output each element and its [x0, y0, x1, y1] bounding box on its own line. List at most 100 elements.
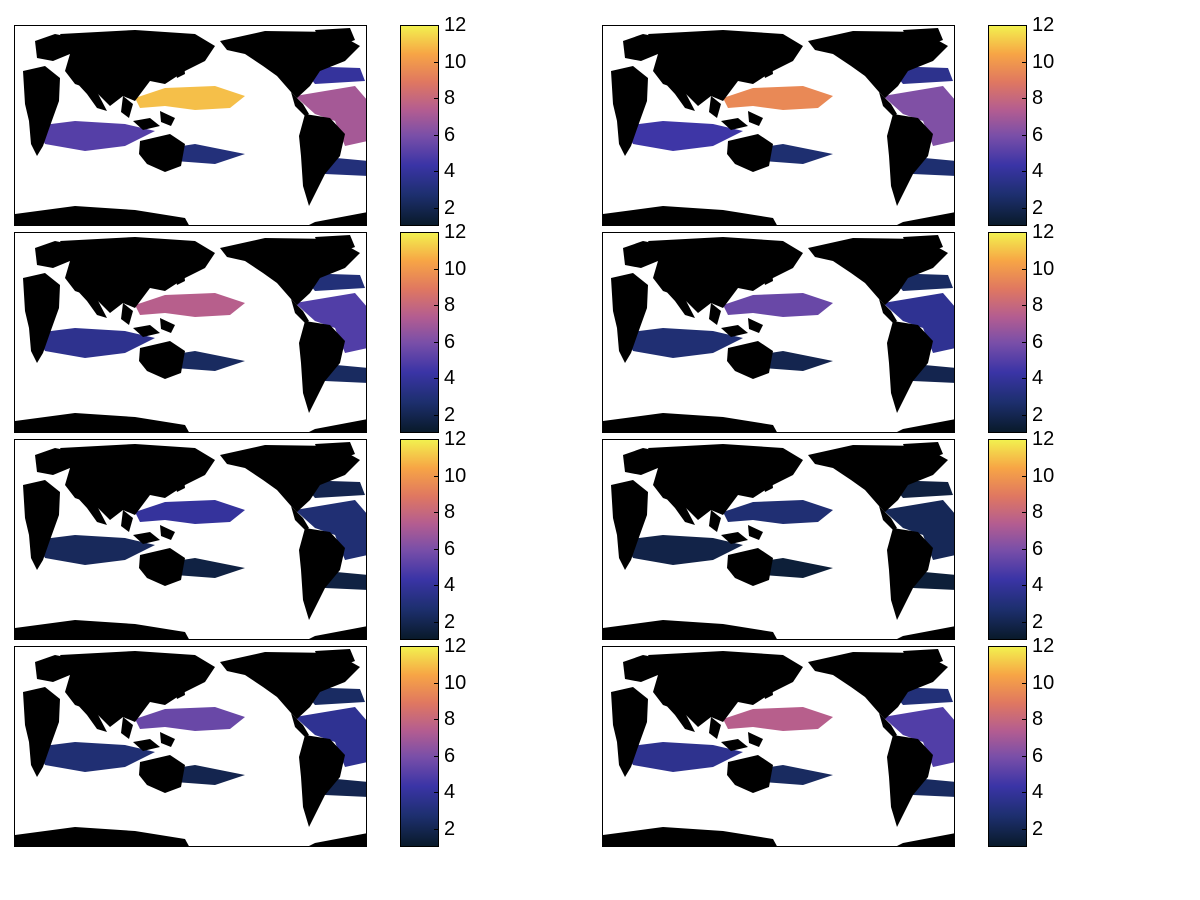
map-panel-r1c2 [602, 25, 955, 226]
colorbar-tick-label: 8 [1032, 501, 1044, 524]
map-panel-r4c1 [14, 646, 367, 847]
land-mass [173, 56, 185, 78]
colorbar-tick [1022, 98, 1027, 100]
value-field-0 [135, 86, 245, 110]
value-field-0 [723, 707, 833, 731]
colorbar-tick-label: 6 [1032, 123, 1044, 146]
land-mass [648, 237, 803, 313]
colorbar-tick [434, 792, 439, 794]
colorbar-tick-label: 12 [444, 221, 467, 243]
land-mass [887, 114, 933, 206]
land-mass [721, 118, 748, 130]
land-mass [309, 212, 366, 225]
colorbar-tick [1022, 414, 1027, 416]
land-mass [139, 134, 185, 172]
colorbar-tick-label: 4 [1032, 160, 1044, 183]
land-mass [315, 649, 355, 669]
colorbar-tick-label: 12 [1032, 221, 1055, 243]
land-mass [15, 413, 189, 432]
colorbar-tick-label: 10 [1032, 257, 1055, 280]
value-field-1 [883, 707, 954, 767]
colorbar-tick [1022, 439, 1027, 440]
land-mass [648, 30, 803, 106]
land-mass [133, 739, 160, 751]
colorbar-tick-label: 6 [444, 330, 456, 353]
colorbar-tick [1022, 792, 1027, 794]
land-mass [611, 480, 648, 570]
land-mass [133, 325, 160, 337]
land-mass [603, 827, 777, 846]
land-mass [291, 713, 309, 737]
colorbar-tick [434, 682, 439, 684]
colorbar-tick [434, 621, 439, 623]
land-mass [75, 288, 107, 318]
colorbar-tick-label: 12 [444, 14, 467, 36]
land-mass [220, 238, 360, 305]
land-mass [299, 114, 345, 206]
land-mass [903, 649, 943, 669]
land-mass [75, 81, 107, 111]
land-mass [139, 341, 185, 379]
colorbar-tick [1022, 828, 1027, 830]
colorbar-tick [434, 134, 439, 136]
land-mass [299, 735, 345, 827]
land-mass [611, 66, 648, 156]
map-svg [15, 28, 366, 225]
land-mass [139, 755, 185, 793]
land-mass [139, 548, 185, 586]
land-mass [663, 702, 695, 732]
colorbar-tick-label: 8 [1032, 708, 1044, 731]
value-field-1 [883, 293, 954, 353]
colorbar-tick [1022, 682, 1027, 684]
land-mass [173, 677, 185, 699]
land-mass [15, 206, 189, 225]
value-field-1 [883, 86, 954, 146]
map-svg [603, 649, 954, 846]
land-mass [23, 273, 60, 363]
colorbar-tick-label: 4 [444, 781, 456, 804]
value-field-2 [623, 535, 743, 565]
colorbar-tick-label: 12 [444, 635, 467, 657]
value-field-1 [295, 86, 366, 146]
land-mass [133, 118, 160, 130]
land-mass [299, 528, 345, 620]
land-mass [121, 303, 133, 325]
land-mass [648, 651, 803, 727]
colorbar-tick [1022, 341, 1027, 343]
value-field-0 [135, 707, 245, 731]
land-mass [299, 321, 345, 413]
value-field-2 [623, 328, 743, 358]
value-field-1 [295, 500, 366, 560]
colorbar-tick [1022, 621, 1027, 623]
colorbar-tick [434, 171, 439, 173]
colorbar-tick-label: 6 [1032, 537, 1044, 560]
land-mass [220, 31, 360, 98]
colorbar-tick [434, 232, 439, 233]
colorbar-tick [434, 512, 439, 514]
land-mass [15, 620, 189, 639]
land-mass [315, 442, 355, 462]
colorbar-tick-label: 6 [1032, 744, 1044, 767]
land-mass [761, 470, 773, 492]
colorbar-tick [434, 207, 439, 209]
land-mass [903, 235, 943, 255]
colorbar-r3c2 [988, 439, 1027, 640]
value-field-2 [35, 328, 155, 358]
colorbar-tick-label: 4 [1032, 574, 1044, 597]
colorbar-tick [434, 414, 439, 416]
land-mass [709, 303, 721, 325]
value-field-0 [723, 86, 833, 110]
colorbar-tick-label: 4 [444, 160, 456, 183]
land-mass [220, 445, 360, 512]
land-mass [160, 732, 175, 747]
colorbar-r4c2 [988, 646, 1027, 847]
colorbar-r3c1 [400, 439, 439, 640]
land-mass [160, 318, 175, 333]
colorbar-tick [434, 305, 439, 307]
colorbar-tick [434, 61, 439, 63]
map-svg [15, 235, 366, 432]
land-mass [220, 652, 360, 719]
colorbar-tick [434, 341, 439, 343]
value-field-0 [723, 293, 833, 317]
